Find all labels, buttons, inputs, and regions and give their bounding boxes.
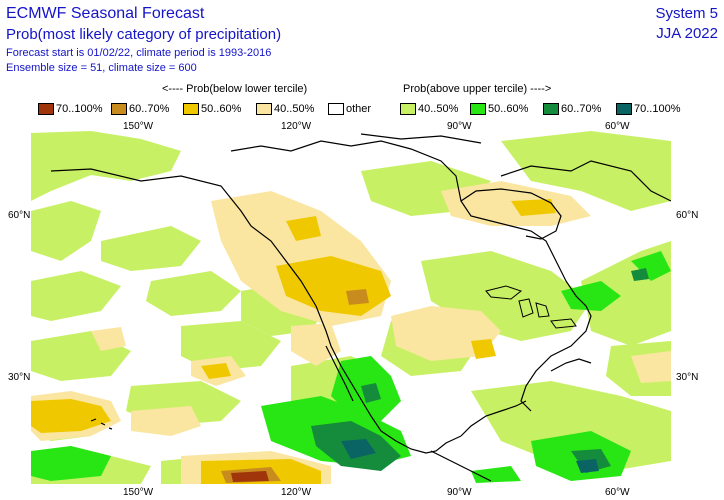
legend-item: 40..50%	[400, 103, 458, 117]
legend-label: other	[346, 103, 372, 115]
legend-label: 50..60%	[488, 103, 529, 115]
forecast-info: Forecast start is 01/02/22, climate peri…	[6, 47, 272, 59]
legend-label: 50..60%	[201, 103, 242, 115]
lon-tick-bottom: 60°W	[605, 487, 630, 498]
legend-item: 50..60%	[470, 103, 528, 117]
lat-tick-left: 30°N	[8, 372, 31, 383]
ensemble-info: Ensemble size = 51, climate size = 600	[6, 62, 197, 74]
legend-below-heading: <---- Prob(below lower tercile)	[162, 83, 308, 95]
legend-above-heading: Prob(above upper tercile) ---->	[403, 83, 552, 95]
great-lakes	[485, 285, 577, 329]
lat-tick-right: 30°N	[676, 372, 699, 383]
lon-tick-top: 120°W	[281, 121, 312, 132]
legend-swatch	[400, 103, 416, 116]
subtitle: Prob(most likely category of precipitati…	[6, 26, 282, 43]
forecast-map	[31, 131, 671, 484]
legend-swatch	[543, 103, 559, 116]
legend-label: 70..100%	[634, 103, 681, 115]
hudson-bay	[460, 188, 562, 240]
legend-swatch	[328, 103, 344, 116]
lat-tick-left: 60°N	[8, 210, 31, 221]
lon-tick-bottom: 90°W	[447, 487, 472, 498]
legend-label: 40..50%	[418, 103, 459, 115]
legend-item: 60..70%	[543, 103, 601, 117]
legend-label: 60..70%	[561, 103, 602, 115]
lon-tick-top: 150°W	[123, 121, 154, 132]
legend-label: 60..70%	[129, 103, 170, 115]
legend-item: other	[328, 103, 371, 117]
legend-label: 40..50%	[274, 103, 315, 115]
system-label: System 5	[655, 5, 718, 22]
above-70-100-areas	[341, 439, 599, 473]
lat-tick-right: 60°N	[676, 210, 699, 221]
coastlines	[50, 133, 671, 482]
legend-label: 70..100%	[56, 103, 103, 115]
legend-swatch	[470, 103, 486, 116]
season-label: JJA 2022	[656, 25, 718, 42]
title: ECMWF Seasonal Forecast	[6, 5, 205, 22]
lon-tick-bottom: 120°W	[281, 487, 312, 498]
lon-tick-top: 90°W	[447, 121, 472, 132]
legend-item: 70..100%	[616, 103, 680, 117]
legend-swatch	[256, 103, 272, 116]
legend-swatch	[616, 103, 632, 116]
lon-tick-top: 60°W	[605, 121, 630, 132]
legend-swatch	[183, 103, 199, 116]
legend-item: 70..100%	[38, 103, 102, 117]
legend-item: 60..70%	[111, 103, 169, 117]
legend-swatch	[38, 103, 54, 116]
legend-item: 50..60%	[183, 103, 241, 117]
legend-item: 40..50%	[256, 103, 314, 117]
below-70-100-areas	[231, 471, 269, 482]
lon-tick-bottom: 150°W	[123, 487, 154, 498]
legend-swatch	[111, 103, 127, 116]
